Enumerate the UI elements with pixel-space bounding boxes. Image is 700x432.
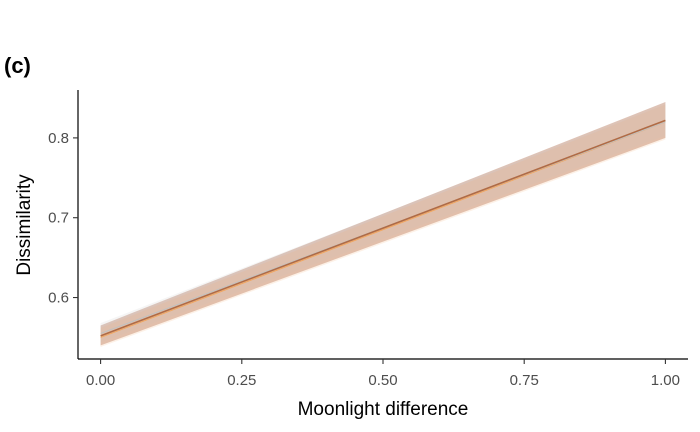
x-tick-label: 0.00 [86, 372, 115, 389]
x-tick-label: 0.75 [510, 372, 539, 389]
y-tick-label: 0.8 [48, 130, 69, 147]
series-0-line [100, 119, 666, 337]
y-tick-label: 0.7 [48, 210, 69, 227]
x-axis-title: Moonlight difference [298, 399, 469, 420]
series-2-band [100, 104, 666, 348]
panel-label: (c) [4, 53, 31, 78]
y-ticks: 0.6 0.7 0.8 [48, 130, 78, 307]
series-lines [100, 119, 666, 338]
x-tick-label: 1.00 [651, 372, 680, 389]
confidence-bands [100, 101, 666, 348]
y-axis-title: Dissimilarity [14, 174, 35, 276]
x-tick-label: 0.50 [368, 372, 397, 389]
x-tick-label: 0.25 [227, 372, 256, 389]
y-tick-label: 0.6 [48, 290, 69, 307]
series-2-line [100, 121, 666, 338]
x-ticks: 0.00 0.25 0.50 0.75 1.00 [86, 359, 680, 389]
series-0-band [100, 101, 666, 346]
